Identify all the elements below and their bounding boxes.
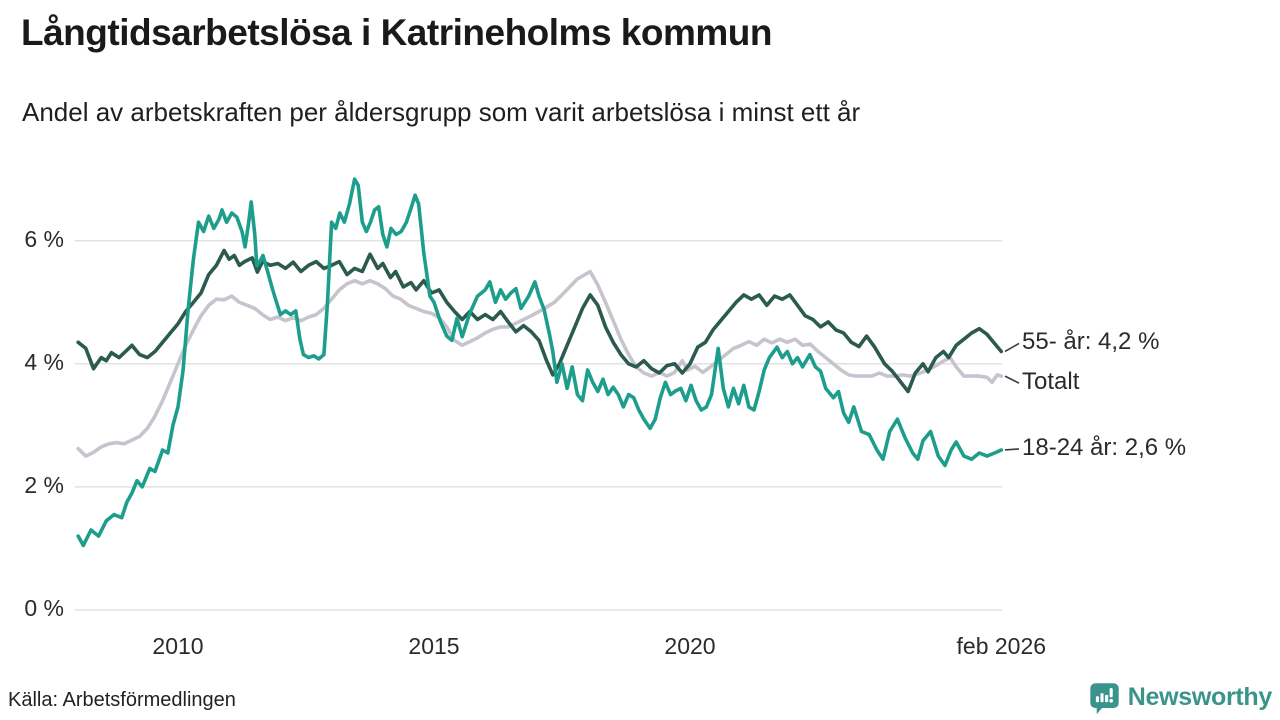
newsworthy-logo-icon: [1090, 683, 1119, 714]
page-subtitle: Andel av arbetskraften per åldersgrupp s…: [22, 97, 861, 127]
brand-name: Newsworthy: [1127, 683, 1273, 711]
y-tick-label-4: 4 %: [24, 348, 64, 375]
series-label-Totalt: Totalt: [1022, 368, 1080, 396]
series-label-55--år: 55- år: 4,2 %: [1022, 328, 1160, 356]
line-55--år: [76, 248, 1004, 394]
y-tick-label-2: 2 %: [24, 471, 64, 498]
x-tick-label-2020: 2020: [664, 633, 716, 659]
x-tick-label-2010: 2010: [152, 633, 204, 659]
line-18-24-år: [76, 177, 1004, 548]
y-tick-label-0: 0 %: [24, 595, 64, 621]
label-connector-55--år: [1004, 342, 1020, 353]
x-tick-label-2015: 2015: [408, 633, 460, 659]
source-note: Källa: Arbetsförmedlingen: [8, 689, 236, 711]
y-tick-label-6: 6 %: [24, 225, 64, 252]
x-tick-label-feb-2026: feb 2026: [956, 633, 1047, 659]
newsworthy-brand: Newsworthy: [1088, 681, 1272, 714]
label-connector-18-24-år: [1004, 448, 1020, 451]
series-label-18-24-år: 18-24 år: 2,6 %: [1022, 433, 1187, 461]
page-title: Långtidsarbetslösa i Katrineholms kommun: [21, 12, 772, 53]
label-connector-Totalt: [1004, 375, 1020, 384]
speech-bubble-shape: [1090, 683, 1119, 714]
